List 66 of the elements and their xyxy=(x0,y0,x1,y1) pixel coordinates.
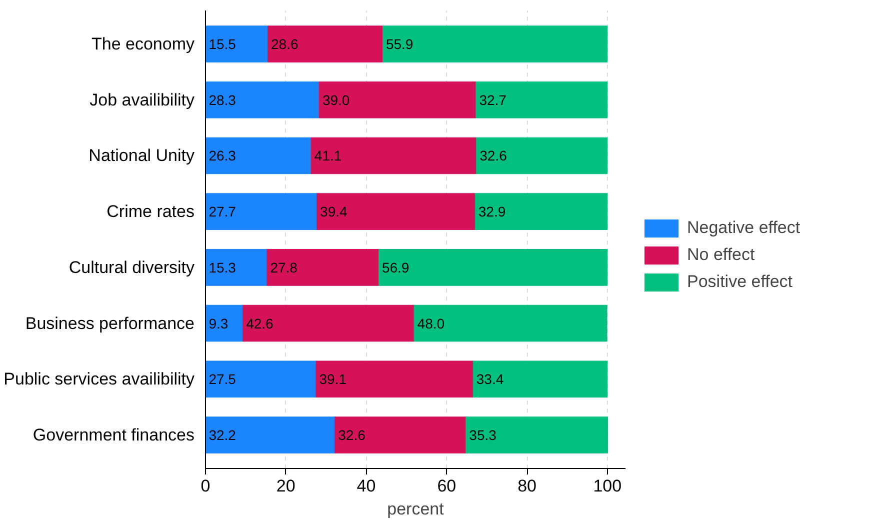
bar xyxy=(474,193,608,230)
y-tick-label: Government finances xyxy=(32,425,195,444)
data-label: 32.6 xyxy=(480,148,508,164)
bar xyxy=(206,249,268,286)
legend-label: Positive effect xyxy=(687,272,793,292)
data-label: 42.6 xyxy=(246,315,274,332)
bar xyxy=(206,416,336,454)
data-label: 9.3 xyxy=(208,315,228,332)
y-tick-label: Crime rates xyxy=(106,202,195,222)
data-label: 32.6 xyxy=(338,426,366,443)
bar xyxy=(206,26,268,62)
x-tick-label: 100 xyxy=(593,476,622,496)
data-label: 32.7 xyxy=(479,92,507,108)
y-tick-label: Cultural diversity xyxy=(68,258,195,277)
x-tick-label: 20 xyxy=(276,476,296,496)
bar xyxy=(266,249,379,286)
x-tick-label: 40 xyxy=(356,476,376,496)
y-tick-label: Job availibility xyxy=(90,90,195,110)
y-tick-label: Business performance xyxy=(25,314,195,333)
data-label: 32.2 xyxy=(208,426,236,443)
data-label: 26.3 xyxy=(208,148,236,164)
bar xyxy=(476,81,608,118)
x-tick-label: 80 xyxy=(518,476,536,496)
bar xyxy=(334,416,466,454)
data-label: 28.3 xyxy=(208,92,236,108)
bar xyxy=(310,137,477,174)
bar xyxy=(206,137,312,174)
data-label: 39.0 xyxy=(322,92,350,108)
x-axis-title: percent xyxy=(387,500,444,518)
data-label: 56.9 xyxy=(382,259,410,276)
bar xyxy=(378,249,608,286)
data-label: 32.9 xyxy=(478,204,506,220)
data-label: 39.4 xyxy=(320,204,348,220)
bar xyxy=(316,193,476,230)
bar xyxy=(316,360,474,398)
data-label: 41.1 xyxy=(314,148,342,164)
bar xyxy=(206,81,320,118)
data-label: 48.0 xyxy=(417,315,445,332)
bar xyxy=(472,360,608,398)
y-tick-label: Public services availibility xyxy=(4,370,195,389)
y-tick-label: The economy xyxy=(92,34,195,54)
legend-label: No effect xyxy=(687,245,755,265)
bar xyxy=(206,360,316,398)
legend-label: Negative effect xyxy=(687,218,800,238)
bar xyxy=(466,416,608,454)
x-tick-label: 60 xyxy=(437,476,456,496)
data-label: 27.7 xyxy=(208,204,236,220)
data-label: 39.1 xyxy=(319,371,347,388)
bar xyxy=(242,304,414,342)
bar xyxy=(476,137,608,174)
data-label: 35.3 xyxy=(469,426,497,443)
data-label: 28.6 xyxy=(271,36,298,52)
bar xyxy=(268,26,383,62)
data-label: 15.5 xyxy=(208,36,236,52)
bar xyxy=(382,26,608,62)
x-tick-label: 0 xyxy=(200,476,210,496)
bar xyxy=(206,304,244,342)
bar xyxy=(414,304,608,342)
bar xyxy=(206,193,318,230)
data-label: 27.8 xyxy=(270,259,298,276)
data-label: 27.5 xyxy=(208,371,236,388)
bar xyxy=(318,81,476,118)
data-label: 55.9 xyxy=(386,36,414,52)
y-tick-label: National Unity xyxy=(88,146,195,166)
data-label: 15.3 xyxy=(208,259,236,276)
data-label: 33.4 xyxy=(476,371,504,388)
